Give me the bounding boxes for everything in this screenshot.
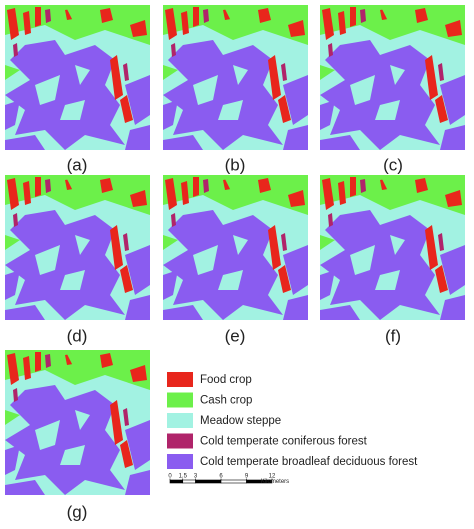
legend-swatch xyxy=(167,372,193,387)
scale-unit: Kilometers xyxy=(261,479,289,485)
scale-segment xyxy=(195,479,222,484)
panel-label: (f) xyxy=(385,326,401,345)
legend-swatch xyxy=(167,454,193,469)
map-panel xyxy=(5,350,150,495)
map-panel xyxy=(163,5,308,150)
panel-label: (d) xyxy=(67,326,88,345)
scale-tick-label: 12 xyxy=(269,474,276,480)
map-panel xyxy=(5,175,150,320)
panel-label: (b) xyxy=(225,155,246,174)
scale-tick-label: 9 xyxy=(245,474,249,480)
legend-swatch xyxy=(167,413,193,428)
legend-label: Cold temperate broadleaf deciduous fores… xyxy=(200,456,418,468)
map-panel xyxy=(320,175,465,320)
scale-tick-label: 1.5 xyxy=(179,474,188,480)
panel-label: (a) xyxy=(67,155,88,174)
panel-label: (e) xyxy=(225,326,246,345)
map-panel xyxy=(5,5,150,150)
panel-label: (g) xyxy=(67,502,88,521)
legend-swatch xyxy=(167,433,193,449)
legend-label: Meadow steppe xyxy=(200,415,281,427)
panel-label: (c) xyxy=(383,155,403,174)
legend-swatch xyxy=(167,392,193,408)
scale-tick-label: 3 xyxy=(194,474,198,480)
scale-segment xyxy=(182,479,196,484)
scale-segment xyxy=(220,479,247,484)
scale-tick-label: 0 xyxy=(168,474,172,480)
scale-segment xyxy=(246,479,273,484)
scale-segment xyxy=(169,479,184,484)
map-panel xyxy=(320,5,465,150)
legend-label: Cold temperate coniferous forest xyxy=(200,436,368,448)
scale-tick-label: 6 xyxy=(219,474,223,480)
map-panel xyxy=(163,175,308,320)
legend-label: Food crop xyxy=(200,374,252,386)
legend: Food crop Cash crop Meadow steppe Cold temp… xyxy=(167,372,418,469)
legend-label: Cash crop xyxy=(200,395,252,407)
